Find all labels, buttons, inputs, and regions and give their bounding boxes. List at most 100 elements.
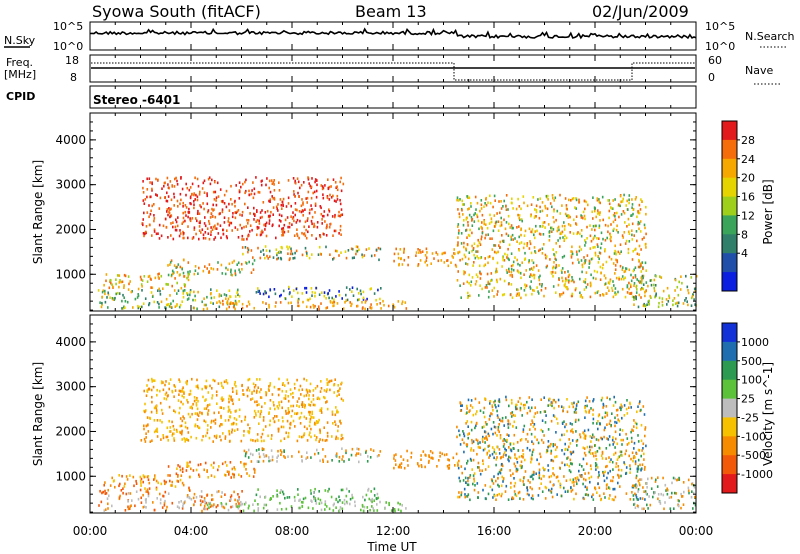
data-cell	[250, 271, 253, 274]
data-cell	[536, 229, 538, 233]
data-cell	[204, 224, 207, 228]
data-cell	[632, 249, 634, 253]
data-cell	[625, 432, 627, 436]
data-cell	[245, 452, 247, 455]
data-cell	[217, 261, 219, 264]
data-cell	[624, 276, 626, 280]
data-cell	[149, 277, 152, 281]
data-cell	[668, 496, 671, 499]
data-cell	[393, 306, 396, 309]
data-cell	[606, 396, 608, 400]
data-cell	[655, 274, 657, 278]
data-cell	[635, 493, 637, 497]
data-cell	[252, 382, 255, 386]
data-cell	[257, 509, 259, 512]
data-cell	[288, 496, 291, 499]
data-cell	[370, 303, 372, 306]
data-cell	[608, 487, 611, 490]
data-cell	[660, 492, 662, 496]
data-cell	[268, 295, 270, 299]
data-cell	[477, 445, 480, 449]
data-cell	[604, 249, 606, 253]
data-cell	[643, 468, 646, 471]
data-cell	[657, 305, 660, 309]
data-cell	[222, 299, 224, 303]
data-cell	[537, 290, 539, 293]
data-cell	[508, 258, 510, 262]
data-cell	[228, 223, 231, 227]
data-cell	[630, 214, 632, 217]
data-cell	[540, 288, 543, 292]
data-cell	[188, 211, 191, 214]
data-cell	[182, 502, 185, 506]
data-cell	[458, 495, 461, 499]
ytick-label: 2000	[55, 424, 86, 438]
data-cell	[269, 407, 271, 410]
data-cell	[262, 459, 265, 463]
data-cell	[196, 307, 198, 311]
data-cell	[597, 211, 600, 215]
data-cell	[207, 209, 210, 212]
data-cell	[529, 240, 531, 243]
data-cell	[301, 405, 304, 408]
data-cell	[510, 398, 513, 402]
data-cell	[293, 256, 296, 260]
data-cell	[563, 238, 566, 241]
data-cell	[579, 433, 581, 436]
data-cell	[460, 404, 462, 407]
data-cell	[315, 189, 318, 193]
data-cell	[538, 276, 540, 279]
data-cell	[565, 277, 567, 280]
data-cell	[635, 474, 638, 478]
data-cell	[630, 436, 633, 440]
data-cell	[189, 186, 192, 189]
data-cell	[658, 296, 661, 300]
data-cell	[502, 445, 505, 448]
data-cell	[594, 251, 597, 255]
data-cell	[194, 269, 197, 272]
data-cell	[520, 241, 523, 244]
data-cell	[103, 483, 105, 487]
data-cell	[529, 475, 532, 479]
data-cell	[505, 440, 508, 443]
data-cell	[530, 423, 532, 426]
data-cell	[354, 504, 356, 508]
data-cell	[278, 377, 280, 381]
data-cell	[620, 474, 622, 478]
data-cell	[340, 422, 342, 425]
data-cell	[550, 449, 553, 453]
data-cell	[154, 477, 156, 480]
data-cell	[543, 434, 545, 437]
data-cell	[167, 236, 169, 239]
data-cell	[516, 461, 519, 464]
data-cell	[182, 205, 184, 208]
data-cell	[248, 193, 250, 197]
data-cell	[469, 409, 471, 412]
data-cell	[604, 223, 607, 227]
data-cell	[614, 215, 616, 218]
data-cell	[156, 428, 158, 432]
data-cell	[397, 256, 400, 260]
data-cell	[172, 225, 174, 229]
data-cell	[230, 398, 232, 401]
data-cell	[146, 488, 149, 491]
data-cell	[550, 474, 553, 478]
data-cell	[531, 453, 533, 457]
data-cell	[598, 422, 601, 425]
data-cell	[247, 219, 250, 222]
data-cell	[626, 443, 629, 446]
data-cell	[625, 472, 627, 475]
data-cell	[490, 272, 493, 275]
data-cell	[151, 295, 154, 298]
data-cell	[109, 296, 111, 299]
data-cell	[272, 197, 274, 200]
data-cell	[561, 279, 564, 283]
data-cell	[497, 229, 500, 232]
data-cell	[201, 495, 203, 499]
data-cell	[649, 279, 652, 282]
data-cell	[472, 449, 475, 452]
data-cell	[202, 269, 205, 273]
data-cell	[213, 180, 216, 184]
data-cell	[641, 449, 643, 452]
data-cell	[165, 435, 168, 439]
